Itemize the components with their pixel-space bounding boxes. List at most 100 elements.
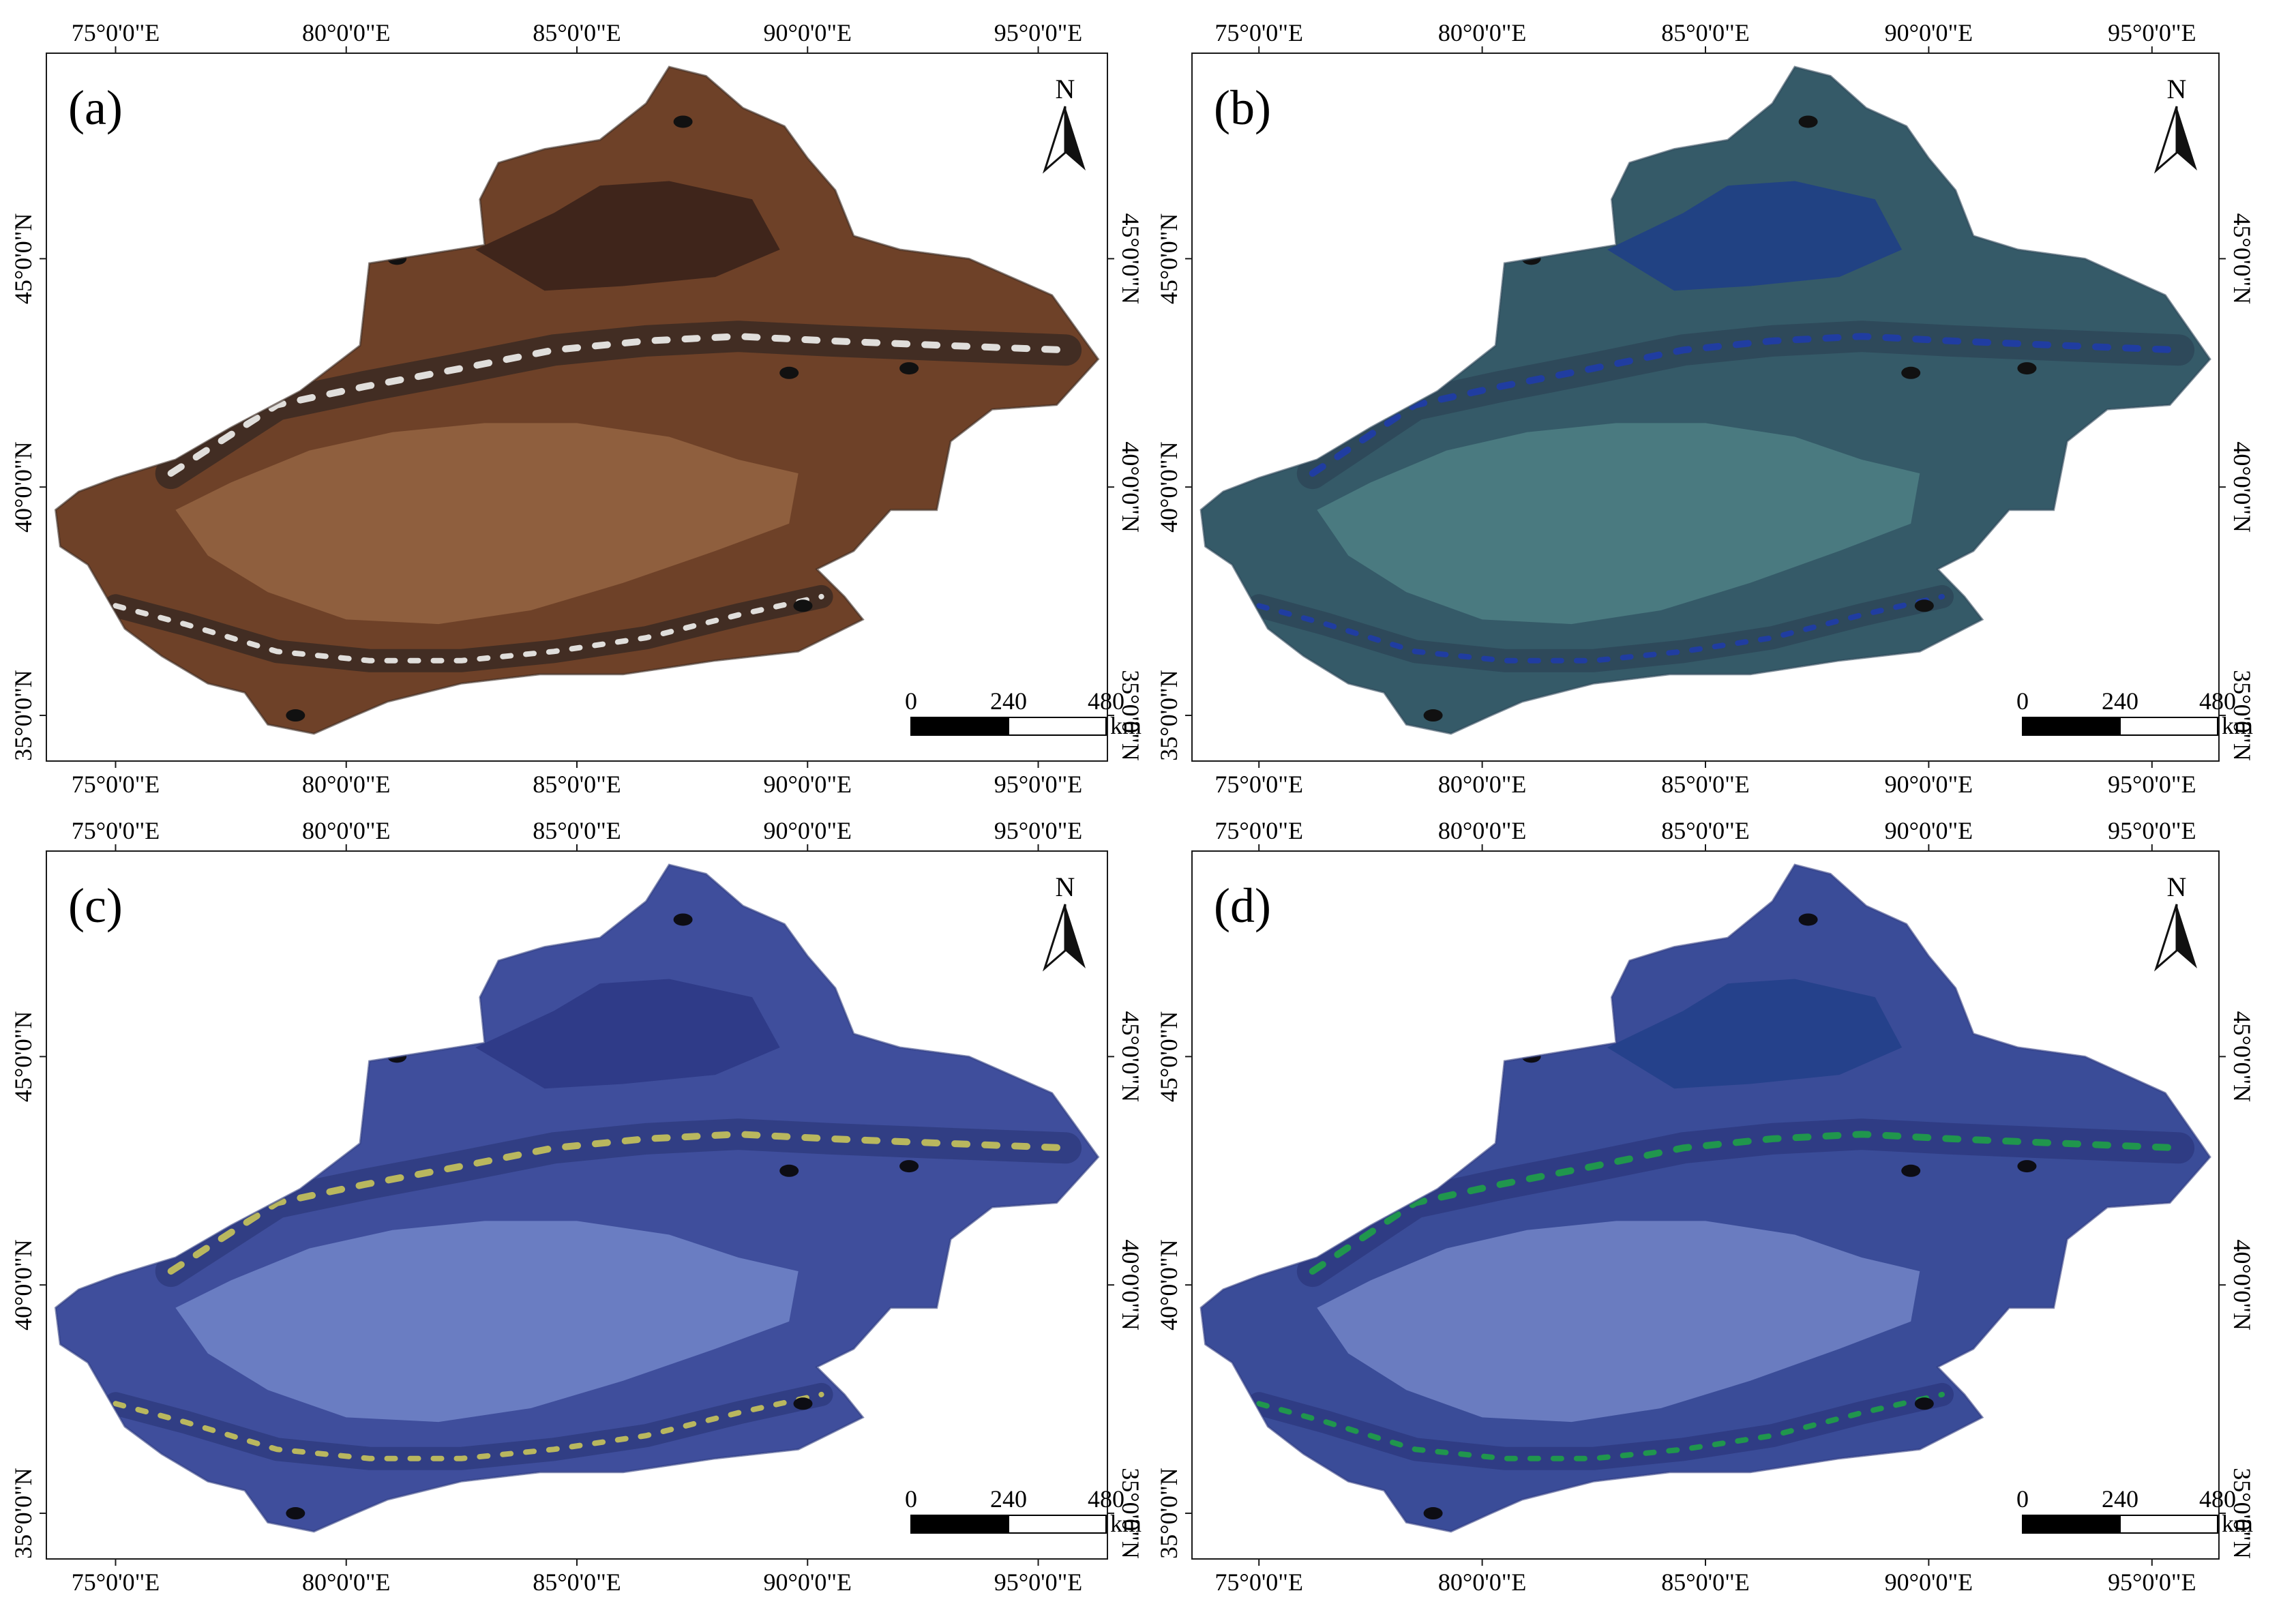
lat-label-right: 45°0'0"N bbox=[1117, 1011, 1144, 1103]
scale-bar-dark bbox=[2023, 717, 2120, 735]
lake bbox=[286, 709, 305, 722]
lon-label-top: 75°0'0"E bbox=[72, 19, 160, 46]
region-outline bbox=[54, 863, 1100, 1533]
lon-label-bottom: 95°0'0"E bbox=[2108, 1568, 2196, 1596]
lon-label-bottom: 80°0'0"E bbox=[1438, 1568, 1527, 1596]
scale-bar-dark bbox=[911, 1515, 1009, 1533]
dzungar-basin bbox=[475, 181, 780, 291]
lake bbox=[899, 1160, 919, 1173]
lat-label-right: 40°0'0"N bbox=[2228, 1239, 2256, 1330]
lon-label-bottom: 80°0'0"E bbox=[302, 1568, 391, 1596]
lat-label-right: 35°0'0"N bbox=[2228, 670, 2256, 761]
lon-label-bottom: 95°0'0"E bbox=[994, 771, 1083, 798]
scale-label: 0 bbox=[905, 687, 917, 715]
map-panel: 75°0'0"E 75°0'0"E 80°0'0"E 80°0'0"E 85°0'0"E… bbox=[10, 19, 1144, 798]
satellite-image bbox=[1201, 865, 2210, 1532]
scale-label: 480 bbox=[2199, 687, 2236, 715]
lon-label-top: 85°0'0"E bbox=[533, 817, 621, 844]
lon-label-bottom: 85°0'0"E bbox=[533, 771, 621, 798]
panel-label: (a) bbox=[68, 80, 123, 135]
scale-label: 480 bbox=[2199, 1485, 2236, 1513]
lake bbox=[793, 599, 813, 612]
lat-label-left: 35°0'0"N bbox=[10, 670, 37, 761]
scale-label: 240 bbox=[2102, 687, 2138, 715]
lon-label-bottom: 80°0'0"E bbox=[302, 771, 391, 798]
north-arrow-icon bbox=[1042, 904, 1086, 972]
lake bbox=[1798, 913, 1818, 926]
scale-bar-light bbox=[1008, 717, 1107, 736]
lake bbox=[779, 366, 799, 379]
lon-label-top: 80°0'0"E bbox=[1438, 817, 1527, 844]
map-panel: 75°0'0"E 75°0'0"E 80°0'0"E 80°0'0"E 85°0'0"E… bbox=[1155, 817, 2256, 1596]
lon-label-top: 90°0'0"E bbox=[1885, 19, 1973, 46]
lat-label-left: 40°0'0"N bbox=[1155, 441, 1182, 533]
lon-label-top: 85°0'0"E bbox=[533, 19, 621, 46]
lon-label-bottom: 75°0'0"E bbox=[72, 771, 160, 798]
scale-unit: km bbox=[2222, 712, 2253, 739]
lon-label-bottom: 90°0'0"E bbox=[1885, 1568, 1973, 1596]
lake bbox=[1423, 1507, 1443, 1520]
lon-label-bottom: 85°0'0"E bbox=[533, 1568, 621, 1596]
satellite-image bbox=[55, 865, 1099, 1532]
north-arrow-icon bbox=[2153, 904, 2197, 972]
lake bbox=[673, 913, 693, 926]
lon-label-bottom: 85°0'0"E bbox=[1661, 771, 1750, 798]
north-label: N bbox=[2167, 74, 2187, 104]
scale-label: 0 bbox=[905, 1485, 917, 1513]
scale-bar-light bbox=[2119, 1515, 2218, 1534]
lat-label-right: 45°0'0"N bbox=[1117, 213, 1144, 305]
lat-label-right: 40°0'0"N bbox=[1117, 441, 1144, 533]
lon-label-top: 95°0'0"E bbox=[994, 817, 1083, 844]
scale-unit: km bbox=[1110, 712, 1142, 739]
lon-label-top: 95°0'0"E bbox=[994, 19, 1083, 46]
lake bbox=[779, 1164, 799, 1177]
north-label: N bbox=[1056, 872, 1075, 902]
tianshan-highlight bbox=[1309, 1131, 2183, 1275]
scale-unit: km bbox=[2222, 1510, 2253, 1537]
lat-label-right: 35°0'0"N bbox=[1117, 670, 1144, 761]
lon-label-bottom: 90°0'0"E bbox=[1885, 771, 1973, 798]
lat-label-right: 45°0'0"N bbox=[2228, 1011, 2256, 1103]
tianshan-highlight bbox=[1309, 333, 2183, 477]
lon-label-top: 90°0'0"E bbox=[1885, 817, 1973, 844]
lon-label-top: 80°0'0"E bbox=[1438, 19, 1527, 46]
lat-label-left: 40°0'0"N bbox=[10, 1239, 37, 1330]
lon-label-top: 85°0'0"E bbox=[1661, 817, 1750, 844]
tarim-basin bbox=[1317, 423, 1920, 625]
north-label: N bbox=[2167, 872, 2187, 902]
satellite-image bbox=[1201, 67, 2210, 734]
lon-label-top: 85°0'0"E bbox=[1661, 19, 1750, 46]
kunlun-highlight bbox=[113, 593, 824, 664]
lon-label-top: 90°0'0"E bbox=[763, 19, 852, 46]
lake bbox=[1901, 1164, 1921, 1177]
lake bbox=[2017, 362, 2037, 375]
lat-label-right: 35°0'0"N bbox=[2228, 1468, 2256, 1559]
kunlun-highlight bbox=[113, 1391, 824, 1461]
lat-label-right: 35°0'0"N bbox=[1117, 1468, 1144, 1559]
kunlun-highlight bbox=[1256, 1391, 1945, 1461]
scale-bar-dark bbox=[911, 717, 1009, 735]
lake bbox=[1901, 366, 1921, 379]
lat-label-left: 45°0'0"N bbox=[1155, 213, 1182, 305]
lat-label-left: 40°0'0"N bbox=[1155, 1239, 1182, 1330]
lake bbox=[1423, 709, 1443, 722]
lon-label-top: 90°0'0"E bbox=[763, 817, 852, 844]
scale-label: 480 bbox=[1088, 687, 1124, 715]
lat-label-left: 45°0'0"N bbox=[10, 213, 37, 305]
tianshan-highlight bbox=[167, 1131, 1070, 1275]
region-outline bbox=[54, 65, 1100, 735]
map-panel: 75°0'0"E 75°0'0"E 80°0'0"E 80°0'0"E 85°0'0"E… bbox=[1155, 19, 2256, 798]
lon-label-bottom: 80°0'0"E bbox=[1438, 771, 1527, 798]
lon-label-top: 95°0'0"E bbox=[2108, 19, 2196, 46]
tianshan-highlight bbox=[167, 333, 1070, 477]
lon-label-bottom: 90°0'0"E bbox=[763, 771, 852, 798]
lon-label-bottom: 90°0'0"E bbox=[763, 1568, 852, 1596]
lat-label-right: 40°0'0"N bbox=[1117, 1239, 1144, 1330]
tarim-basin bbox=[1317, 1221, 1920, 1423]
lat-label-right: 45°0'0"N bbox=[2228, 213, 2256, 305]
scale-label: 240 bbox=[990, 687, 1027, 715]
lat-label-left: 35°0'0"N bbox=[1155, 670, 1182, 761]
